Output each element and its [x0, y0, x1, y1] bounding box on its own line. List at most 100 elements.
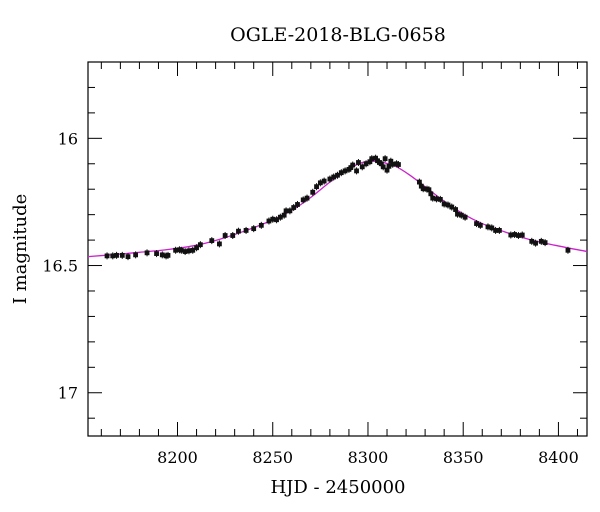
data-point [287, 207, 293, 215]
observation-points [104, 154, 571, 261]
point-marker [538, 238, 544, 244]
data-point [283, 207, 289, 215]
point-marker [533, 240, 538, 246]
data-point [386, 162, 392, 170]
x-tick-label: 8300 [348, 448, 389, 467]
point-marker [477, 222, 483, 228]
data-point [159, 251, 165, 259]
point-marker [258, 222, 264, 228]
point-marker [441, 201, 447, 207]
point-marker [300, 197, 306, 203]
data-point [209, 237, 215, 245]
data-point [182, 248, 188, 256]
data-point [437, 195, 443, 203]
y-axis-label: I magnitude [10, 194, 31, 305]
data-point [396, 161, 401, 169]
point-marker [236, 228, 241, 234]
point-marker [266, 218, 272, 224]
point-marker [283, 208, 289, 214]
data-point [382, 155, 388, 163]
point-marker [384, 167, 390, 173]
point-marker [458, 212, 464, 218]
data-point [356, 158, 361, 166]
data-point [335, 171, 340, 179]
data-point [485, 223, 491, 231]
point-marker [304, 195, 310, 201]
axis-tick-labels: 8200 8250 8300 8350 8400 16 16.5 17 [42, 129, 578, 467]
data-point [125, 253, 131, 261]
point-marker [154, 251, 159, 256]
data-point [194, 244, 199, 252]
data-point [173, 246, 179, 254]
point-marker [331, 174, 337, 180]
x-tick-label: 8350 [443, 448, 484, 467]
data-point [489, 224, 495, 232]
point-marker [182, 249, 188, 254]
data-point [304, 194, 310, 202]
point-marker [125, 254, 131, 260]
data-point [236, 227, 241, 235]
point-marker [321, 178, 327, 184]
point-marker [144, 250, 150, 256]
data-point [434, 195, 439, 203]
data-point [300, 196, 306, 204]
data-point [110, 252, 116, 260]
point-marker [529, 238, 535, 244]
point-marker [110, 253, 116, 259]
data-point [178, 246, 184, 254]
data-point [390, 160, 396, 168]
point-marker [369, 156, 375, 162]
x-tick-label: 8250 [252, 448, 293, 467]
data-point [327, 175, 333, 183]
data-point [369, 155, 375, 163]
data-point [354, 167, 359, 175]
point-marker [327, 176, 333, 182]
point-marker [350, 162, 356, 168]
y-tick-label: 17 [58, 384, 78, 403]
data-point [274, 216, 279, 224]
data-point [165, 251, 171, 259]
data-point [133, 251, 139, 259]
point-marker [314, 184, 319, 190]
point-marker [430, 195, 436, 201]
point-marker [217, 241, 222, 247]
data-point [321, 177, 327, 185]
data-point [338, 169, 344, 177]
data-point [119, 251, 125, 259]
y-tick-label: 16.5 [42, 257, 78, 276]
data-point [380, 163, 386, 171]
data-point [363, 160, 369, 168]
data-point [331, 173, 337, 181]
data-point [295, 200, 300, 208]
point-marker [310, 189, 316, 195]
data-point [508, 231, 514, 239]
point-marker [565, 247, 571, 253]
data-point [441, 200, 447, 208]
chart-title: OGLE-2018-BLG-0658 [230, 24, 446, 46]
data-point [493, 226, 498, 234]
data-point [317, 179, 323, 187]
data-point [474, 220, 479, 228]
point-marker [363, 161, 369, 167]
point-marker [291, 205, 297, 210]
axis-ticks [88, 61, 587, 436]
data-point [529, 237, 535, 245]
point-marker [434, 196, 439, 202]
point-marker [165, 252, 171, 258]
data-point [477, 221, 483, 229]
point-marker [133, 252, 139, 258]
point-marker [390, 161, 396, 167]
data-point [350, 161, 356, 169]
point-marker [186, 248, 192, 254]
y-tick-label: 16 [58, 129, 78, 148]
point-marker [367, 159, 373, 165]
point-marker [437, 196, 443, 202]
data-point [533, 239, 538, 247]
point-marker [453, 207, 458, 212]
data-point [542, 239, 548, 247]
point-marker [373, 155, 378, 161]
point-marker [317, 180, 323, 186]
point-marker [270, 216, 276, 222]
data-point [496, 226, 502, 234]
